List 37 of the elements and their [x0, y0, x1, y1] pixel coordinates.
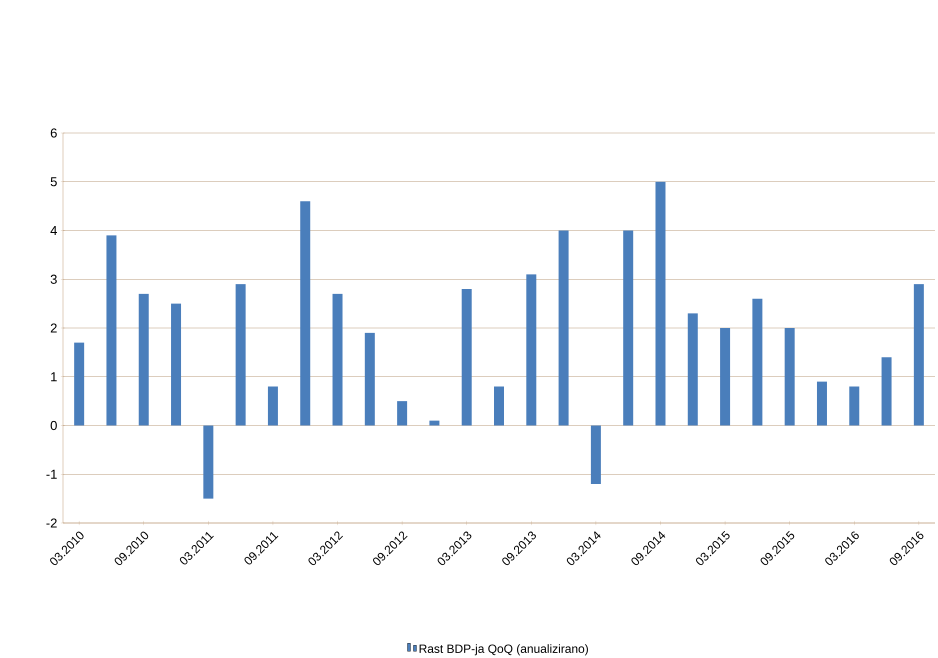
bar [74, 342, 84, 426]
bar [268, 386, 278, 426]
bar [462, 288, 472, 426]
bar [332, 294, 343, 426]
y-tick-label: -2 [46, 518, 57, 528]
y-tick-label: 1 [51, 372, 57, 382]
bar [558, 230, 569, 426]
bar [816, 381, 827, 426]
bar [429, 420, 440, 426]
bar [300, 201, 310, 426]
bar [688, 313, 698, 426]
bar [494, 386, 504, 426]
y-tick-label: 3 [50, 274, 57, 284]
bar [784, 328, 795, 426]
bar [882, 357, 892, 426]
y-tick-label: -1 [46, 470, 57, 479]
bar [397, 400, 408, 426]
bar [849, 386, 860, 426]
bar [138, 294, 149, 426]
bar [203, 425, 214, 498]
bar [914, 284, 924, 426]
bar [526, 274, 536, 426]
bar [655, 182, 666, 426]
bar [236, 284, 246, 426]
bar [752, 298, 762, 426]
bar [364, 332, 375, 426]
y-tick-label: 2 [50, 323, 57, 332]
bar [623, 230, 634, 426]
y-tick-label: 0 [50, 420, 57, 430]
y-tick-label: 6 [50, 128, 57, 138]
bar [106, 235, 116, 426]
legend-label: Rast BDP-ja QoQ (anualizirano) [420, 644, 588, 656]
bar [590, 425, 601, 484]
y-tick-label: 5 [50, 177, 57, 186]
bar [171, 303, 182, 426]
y-tick-label: 4 [50, 226, 57, 235]
bar [720, 328, 730, 426]
